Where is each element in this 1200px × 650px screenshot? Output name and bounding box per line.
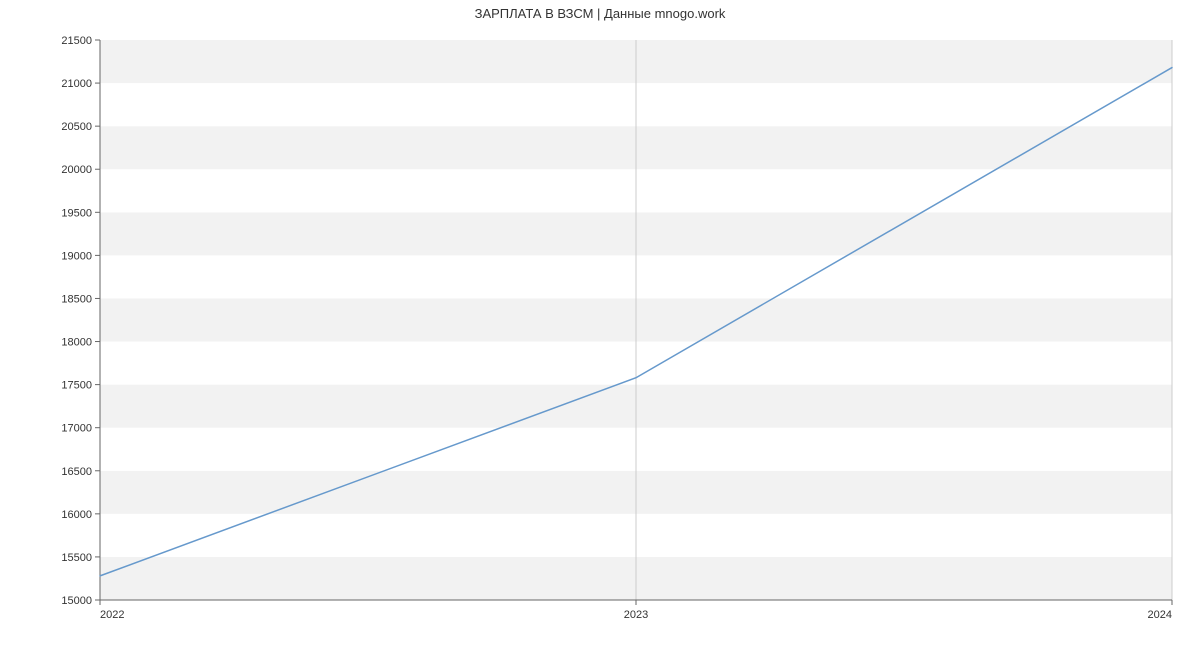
x-tick-label: 2024 bbox=[1148, 609, 1172, 621]
y-tick-label: 15000 bbox=[61, 595, 92, 607]
salary-line-chart: ЗАРПЛАТА В ВЗСМ | Данные mnogo.work 1500… bbox=[0, 0, 1200, 650]
y-tick-label: 19000 bbox=[61, 250, 92, 262]
y-tick-label: 19500 bbox=[61, 207, 92, 219]
y-tick-label: 21000 bbox=[61, 78, 92, 90]
y-tick-label: 17000 bbox=[61, 423, 92, 435]
y-tick-label: 18000 bbox=[61, 337, 92, 349]
y-tick-label: 20000 bbox=[61, 164, 92, 176]
x-tick-label: 2023 bbox=[624, 609, 648, 621]
y-tick-label: 15500 bbox=[61, 552, 92, 564]
y-tick-label: 20500 bbox=[61, 121, 92, 133]
y-tick-label: 16000 bbox=[61, 509, 92, 521]
chart-svg: 15000 15500 16000 16500 17000 17500 18000 18500… bbox=[0, 0, 1200, 650]
y-tick-label: 18500 bbox=[61, 293, 92, 305]
y-tick-label: 17500 bbox=[61, 380, 92, 392]
x-tick-label: 2022 bbox=[100, 609, 124, 621]
y-tick-label: 16500 bbox=[61, 466, 92, 478]
y-tick-label: 21500 bbox=[61, 35, 92, 47]
